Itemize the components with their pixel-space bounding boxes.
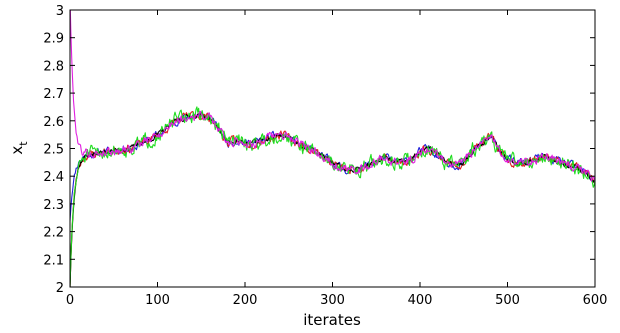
x-tick-label: 400	[408, 293, 433, 308]
x-tick-label: 300	[320, 293, 345, 308]
y-tick-label: 2.8	[43, 59, 64, 74]
plot-frame	[69, 9, 596, 288]
y-tick-label: 2.9	[43, 32, 64, 47]
axis-ticks: 0 100 200 300 400 500 600 2 2.1 2.2 2.3 2.4 2.5 2.6 2.…	[43, 4, 607, 308]
x-tick-label: 200	[233, 293, 258, 308]
y-tick-label: 2	[56, 281, 64, 296]
y-tick-label: 2.7	[43, 87, 64, 102]
x-tick-label: 100	[145, 293, 170, 308]
y-tick-label: 2.5	[43, 143, 64, 158]
y-tick-label: 2.3	[43, 198, 64, 213]
y-tick-label: 2.1	[43, 253, 64, 268]
series-line-4	[70, 106, 595, 287]
series-lines	[70, 10, 595, 287]
y-tick-label: 3	[56, 4, 64, 19]
series-line-3	[70, 112, 595, 287]
x-tick-label: 600	[583, 293, 608, 308]
y-tick-label: 2.6	[43, 115, 64, 130]
x-tick-label: 500	[495, 293, 520, 308]
y-tick-label: 2.4	[43, 170, 64, 185]
x-axis-label: iterates	[303, 311, 361, 329]
series-line-5	[70, 10, 595, 182]
y-axis-label: xt	[8, 141, 30, 155]
x-tick-label: 0	[66, 293, 74, 308]
y-tick-label: 2.2	[43, 226, 64, 241]
